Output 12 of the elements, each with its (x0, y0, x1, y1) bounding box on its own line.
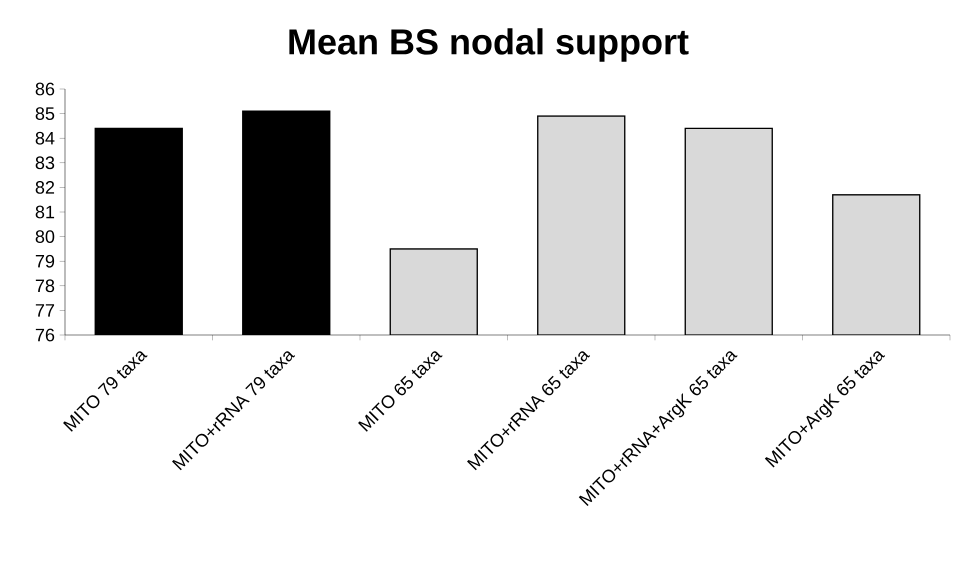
y-tick-label: 78 (36, 279, 54, 292)
y-tick-label: 77 (36, 304, 54, 317)
chart-title: Mean BS nodal support (289, 28, 689, 62)
y-tick-label: 79 (36, 254, 54, 268)
y-tick-label: 76 (36, 328, 54, 342)
y-tick-label: 85 (36, 107, 54, 120)
y-tick-label: 84 (36, 132, 54, 145)
y-tick-label: 80 (36, 230, 54, 243)
y-tick-label: 81 (36, 206, 54, 218)
y-tick-label: 83 (36, 156, 54, 170)
y-tick-label: 86 (36, 82, 54, 96)
y-tick-label: 82 (36, 181, 54, 194)
